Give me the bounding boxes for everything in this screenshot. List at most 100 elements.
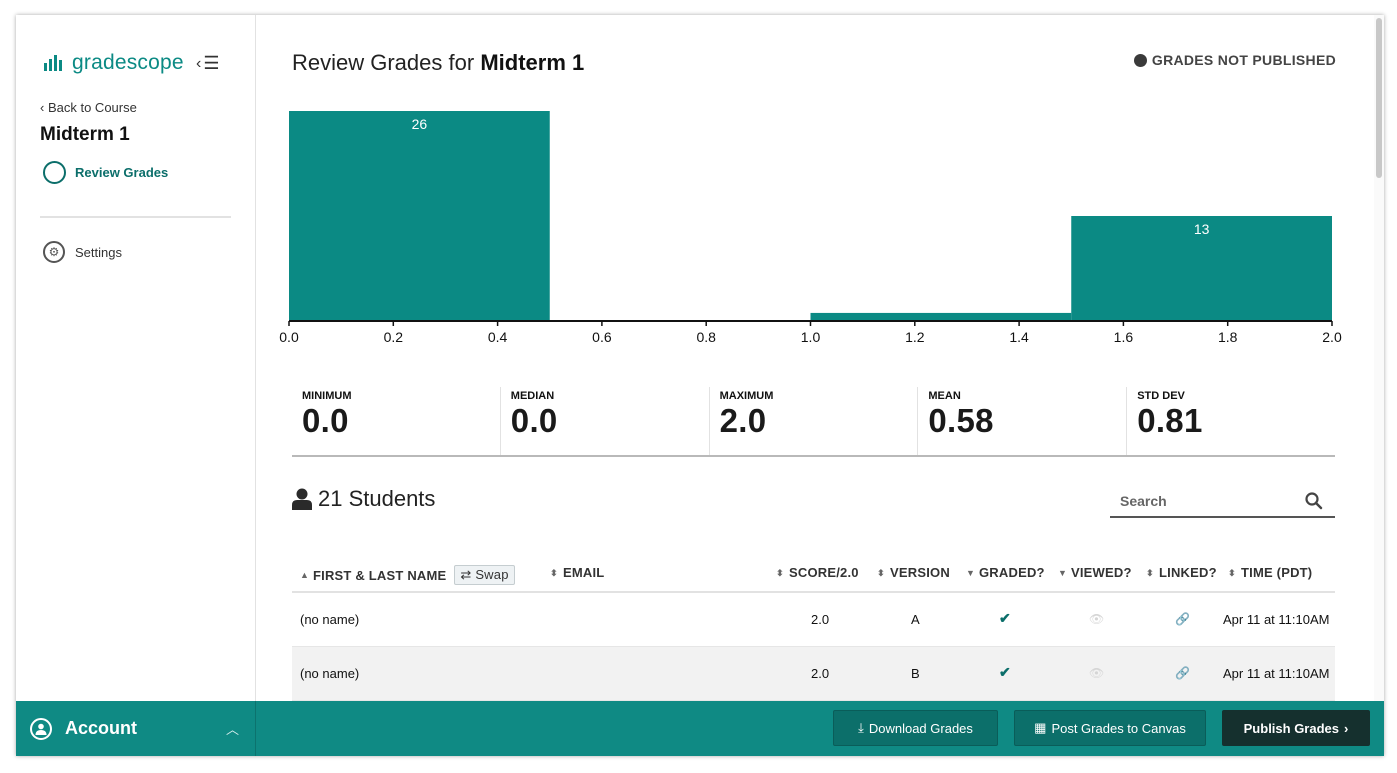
bar-data-label: 13	[1194, 221, 1210, 237]
x-tick-label: 1.4	[1009, 329, 1029, 345]
page-title: Review Grades for Midterm 1	[292, 50, 584, 76]
check-icon: ✔	[999, 610, 1011, 626]
eye-icon: 👁	[1089, 666, 1105, 680]
sidebar-item-settings[interactable]: ⚙ Settings	[43, 241, 122, 263]
table-header: ▲ FIRST & LAST NAME ⇄ Swap ⬍ EMAIL ⬍ SCO…	[292, 555, 1335, 593]
page-title-prefix: Review Grades for	[292, 50, 475, 75]
column-header-email[interactable]: ⬍ EMAIL	[550, 565, 604, 580]
stat-maximum: MAXIMUM 2.0	[710, 387, 919, 455]
cell-time: Apr 11 at 11:10AM	[1223, 666, 1330, 681]
link-icon: 🔗	[1175, 666, 1190, 680]
swap-label: Swap	[475, 567, 509, 582]
histogram-bar[interactable]	[810, 312, 1072, 321]
column-label: VIEWED?	[1071, 565, 1132, 580]
x-tick-label: 0.8	[696, 329, 716, 345]
account-menu[interactable]: Account ︿	[16, 701, 256, 756]
cell-time: Apr 11 at 11:10AM	[1223, 612, 1330, 627]
bar-data-label: 26	[412, 116, 428, 132]
stat-value: 0.0	[302, 402, 349, 439]
column-header-graded[interactable]: ▼ GRADED?	[966, 565, 1045, 580]
logo-text: gradescope	[72, 51, 184, 74]
stat-label: MINIMUM	[302, 390, 352, 402]
column-label: LINKED?	[1159, 565, 1217, 580]
column-header-score[interactable]: ⬍ SCORE/2.0	[776, 565, 859, 580]
column-header-time[interactable]: ⬍ TIME (PDT)	[1228, 565, 1312, 580]
histogram-bar[interactable]	[289, 111, 550, 321]
x-tick-label: 0.6	[592, 329, 612, 345]
sidebar-divider	[40, 216, 231, 218]
button-label: Publish Grades	[1243, 720, 1340, 736]
collapse-sidebar-button[interactable]: ‹ ☰	[196, 53, 219, 74]
logo[interactable]: gradescope	[44, 51, 184, 75]
swap-name-button[interactable]: ⇄ Swap	[454, 565, 515, 585]
sort-desc-icon: ▼	[1058, 567, 1068, 578]
search-box	[1110, 485, 1335, 518]
eye-icon: 👁	[1089, 612, 1105, 626]
link-icon: 🔗	[1175, 612, 1190, 626]
histogram-svg: 26 13 0.0 0.2 0.4 0.6 0.8 1.0 1.2 1.4 1.6 1.8 2.0	[279, 111, 1342, 345]
column-label: EMAIL	[563, 565, 605, 580]
column-header-linked[interactable]: ⬍ LINKED?	[1146, 565, 1217, 580]
sidebar: gradescope ‹ ☰ ‹ Back to Course Midterm …	[16, 15, 256, 701]
publish-grades-button[interactable]: Publish Grades ›	[1222, 710, 1370, 746]
x-tick-label: 1.2	[905, 329, 925, 345]
check-icon: ✔	[999, 664, 1011, 680]
scrollbar-thumb[interactable]	[1376, 18, 1382, 178]
x-tick-label: 1.6	[1114, 329, 1134, 345]
column-header-version[interactable]: ⬍ VERSION	[877, 565, 950, 580]
cell-version: A	[911, 612, 920, 627]
stat-std-dev: STD DEV 0.81	[1127, 387, 1335, 455]
chevron-right-icon: ›	[1344, 720, 1349, 736]
table-row[interactable]: (no name) 2.0 B ✔ 👁 🔗 Apr 11 at 11:10AM	[292, 647, 1335, 701]
students-count: 21 Students	[292, 486, 435, 512]
stat-label: MEAN	[928, 390, 961, 402]
back-to-course-link[interactable]: ‹ Back to Course	[40, 100, 137, 115]
x-tick-label: 1.8	[1218, 329, 1238, 345]
button-label: Post Grades to Canvas	[1051, 720, 1186, 736]
chevron-left-icon: ‹	[40, 100, 45, 115]
column-label: TIME (PDT)	[1241, 565, 1313, 580]
sidebar-item-review-grades[interactable]: Review Grades	[43, 161, 168, 184]
download-grades-button[interactable]: ⤓ Download Grades	[833, 710, 998, 746]
publish-status: GRADES NOT PUBLISHED	[1133, 52, 1336, 68]
x-tick-label: 0.2	[384, 329, 404, 345]
stat-label: STD DEV	[1137, 390, 1185, 402]
stat-value: 0.0	[510, 402, 558, 439]
search-icon[interactable]	[1305, 491, 1323, 510]
scrollbar[interactable]	[1374, 15, 1384, 701]
sort-icon: ⬍	[1228, 567, 1236, 578]
sort-desc-icon: ▼	[966, 567, 976, 578]
stat-value: 0.81	[1137, 402, 1203, 439]
table-row[interactable]: (no name) 2.0 A ✔ 👁 🔗 Apr 11 at 11:10AM	[292, 593, 1335, 647]
column-label: VERSION	[890, 565, 950, 580]
stat-label: MAXIMUM	[719, 390, 774, 402]
menu-icon: ☰	[203, 53, 220, 73]
step-circle-icon	[43, 161, 66, 184]
sidebar-item-label: Review Grades	[75, 165, 169, 180]
download-icon: ⤓	[858, 720, 864, 735]
page-title-assignment: Midterm 1	[480, 50, 585, 75]
cell-name[interactable]: (no name)	[300, 612, 360, 627]
user-icon	[292, 488, 312, 510]
stats-row: MINIMUM 0.0 MEDIAN 0.0 MAXIMUM 2.0 MEAN …	[292, 387, 1335, 457]
students-count-label: 21 Students	[318, 486, 436, 511]
app-window: gradescope ‹ ☰ ‹ Back to Course Midterm …	[16, 15, 1384, 756]
column-label: SCORE/2.0	[789, 565, 859, 580]
button-label: Download Grades	[868, 720, 973, 736]
publish-status-label: GRADES NOT PUBLISHED	[1151, 52, 1336, 68]
column-label: GRADED?	[979, 565, 1045, 580]
sort-icon: ⬍	[776, 567, 784, 578]
column-header-name[interactable]: ▲ FIRST & LAST NAME ⇄ Swap	[300, 565, 515, 585]
column-header-viewed[interactable]: ▼ VIEWED?	[1058, 565, 1132, 580]
x-tick-label: 0.0	[279, 329, 299, 345]
user-circle-icon	[30, 717, 52, 740]
search-input[interactable]	[1110, 492, 1305, 509]
score-histogram: 26 13 0.0 0.2 0.4 0.6 0.8 1.0 1.2 1.4 1.6 1.8 2.0	[279, 95, 1357, 370]
cell-name[interactable]: (no name)	[300, 666, 360, 681]
action-bar: Account ︿ ⤓ Download Grades ▦ Post Grade…	[16, 701, 1384, 756]
histogram-bar[interactable]	[1071, 216, 1332, 321]
post-to-canvas-button[interactable]: ▦ Post Grades to Canvas	[1014, 710, 1206, 746]
status-dot-icon	[1133, 53, 1147, 67]
cell-version: B	[911, 666, 920, 681]
students-table: ▲ FIRST & LAST NAME ⇄ Swap ⬍ EMAIL ⬍ SCO…	[292, 555, 1335, 701]
